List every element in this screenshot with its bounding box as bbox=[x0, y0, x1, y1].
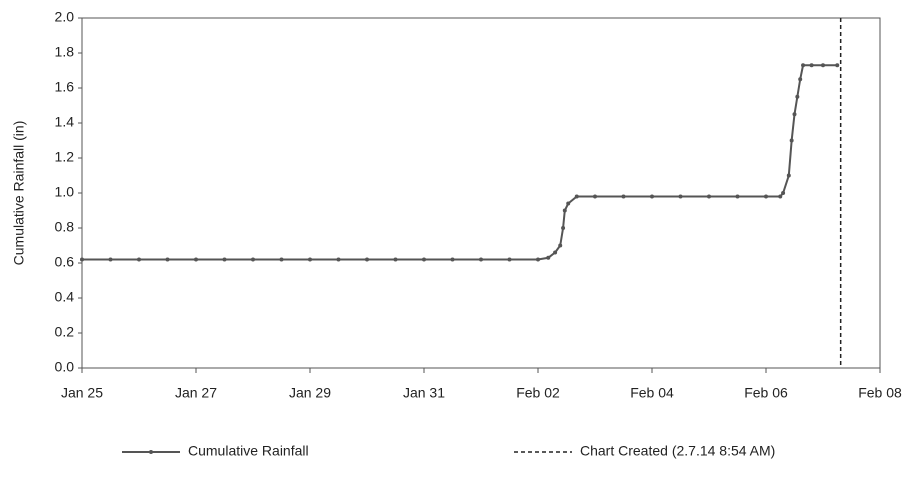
legend-label: Chart Created (2.7.14 8:54 AM) bbox=[580, 443, 775, 459]
data-point bbox=[80, 257, 84, 262]
y-tick-label: 0.6 bbox=[55, 254, 75, 270]
x-tick-label: Jan 31 bbox=[403, 385, 445, 401]
x-tick-label: Feb 06 bbox=[744, 385, 788, 401]
legend-label: Cumulative Rainfall bbox=[188, 443, 309, 459]
data-point bbox=[479, 257, 483, 262]
data-point bbox=[336, 257, 341, 262]
data-point bbox=[561, 226, 566, 230]
data-point bbox=[393, 257, 398, 262]
data-point bbox=[781, 191, 786, 195]
x-tick-label: Feb 04 bbox=[630, 385, 674, 401]
data-point bbox=[786, 173, 791, 178]
data-point bbox=[650, 194, 654, 199]
y-tick-label: 1.8 bbox=[55, 44, 75, 60]
data-point bbox=[798, 77, 803, 82]
data-point bbox=[562, 208, 567, 213]
data-point bbox=[593, 194, 597, 199]
y-tick-label: 0.2 bbox=[55, 324, 75, 340]
data-point bbox=[795, 94, 800, 99]
data-point bbox=[365, 257, 369, 262]
data-point bbox=[137, 257, 141, 262]
data-point bbox=[279, 257, 284, 262]
x-tick-label: Jan 29 bbox=[289, 385, 331, 401]
y-tick-label: 0.0 bbox=[55, 359, 75, 375]
data-point bbox=[251, 257, 255, 262]
data-point bbox=[678, 194, 683, 199]
y-tick-label: 1.6 bbox=[55, 79, 75, 95]
data-point bbox=[821, 63, 825, 68]
data-point bbox=[422, 257, 426, 262]
data-point bbox=[308, 257, 312, 262]
data-point bbox=[558, 243, 563, 248]
y-tick-label: 2.0 bbox=[55, 9, 75, 25]
data-point bbox=[764, 194, 768, 199]
data-point bbox=[165, 257, 170, 262]
data-point bbox=[707, 194, 711, 199]
y-tick-label: 1.4 bbox=[55, 114, 75, 130]
x-tick-label: Jan 25 bbox=[61, 385, 103, 401]
data-point bbox=[809, 63, 814, 68]
x-tick-label: Feb 02 bbox=[516, 385, 560, 401]
data-point bbox=[450, 257, 455, 262]
data-point bbox=[546, 255, 551, 260]
data-point bbox=[222, 257, 227, 262]
data-point bbox=[574, 194, 579, 199]
data-point bbox=[789, 138, 794, 143]
data-point bbox=[108, 257, 113, 262]
data-point bbox=[536, 257, 540, 262]
y-axis-label: Cumulative Rainfall (in) bbox=[11, 121, 27, 266]
data-line bbox=[82, 64, 838, 261]
y-tick-label: 1.0 bbox=[55, 184, 75, 200]
x-tick-label: Feb 08 bbox=[858, 385, 902, 401]
data-point bbox=[566, 201, 571, 206]
data-point bbox=[553, 250, 558, 255]
data-point bbox=[801, 63, 806, 68]
data-point bbox=[194, 257, 198, 262]
legend-marker bbox=[149, 450, 153, 454]
data-point bbox=[778, 194, 783, 199]
data-point bbox=[621, 194, 626, 199]
data-point bbox=[792, 112, 797, 117]
data-point bbox=[735, 194, 740, 199]
y-tick-label: 0.8 bbox=[55, 219, 75, 235]
y-tick-label: 0.4 bbox=[55, 289, 75, 305]
data-point bbox=[835, 63, 840, 68]
x-tick-label: Jan 27 bbox=[175, 385, 217, 401]
data-point bbox=[507, 257, 512, 262]
plot-frame bbox=[81, 17, 881, 369]
y-tick-label: 1.2 bbox=[55, 149, 75, 165]
